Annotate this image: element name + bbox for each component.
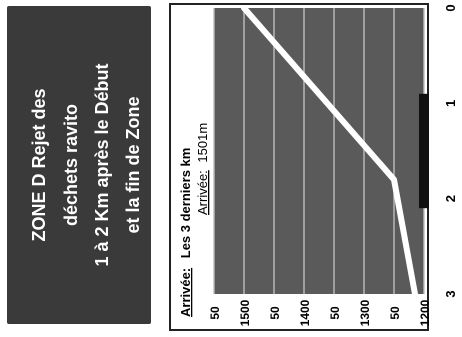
y-tick-label: 1200 bbox=[418, 299, 432, 326]
series-line bbox=[241, 5, 418, 297]
y-tick-label: 50 bbox=[328, 306, 342, 320]
zone-panel bbox=[7, 6, 151, 324]
plot-area bbox=[214, 8, 424, 294]
title-prefix: Arrivée: bbox=[178, 268, 193, 317]
title-text: Les 3 derniers km bbox=[178, 148, 193, 259]
y-tick-label: 50 bbox=[208, 306, 222, 320]
y-axis-ticks: 1200 50 1300 50 1400 50 1500 50 bbox=[208, 299, 432, 326]
x-tick-label: 1 bbox=[443, 100, 458, 107]
chart-title: Arrivée: Les 3 derniers km bbox=[178, 148, 193, 317]
y-tick-label: 1400 bbox=[298, 299, 312, 326]
x-tick-label: 0 bbox=[443, 4, 458, 11]
zone-line-3: 1 à 2 Km après le Début bbox=[92, 63, 112, 266]
zone-line-2: déchets ravito bbox=[61, 104, 81, 226]
x-axis-ticks: 0 1 2 3 bbox=[443, 4, 458, 297]
y-tick-label: 1500 bbox=[238, 299, 252, 326]
x-tick-label: 3 bbox=[443, 290, 458, 297]
subtitle-text: 1501m bbox=[195, 123, 210, 163]
chart-subtitle: Arrivée: 1501m bbox=[195, 123, 210, 215]
zone-panel-text: ZONE D Rejet des déchets ravito 1 à 2 Km… bbox=[29, 63, 143, 266]
y-tick-label: 1300 bbox=[358, 299, 372, 326]
highlight-bar bbox=[419, 93, 429, 209]
x-tick-label: 2 bbox=[443, 195, 458, 202]
zone-line-1: ZONE D Rejet des bbox=[29, 88, 49, 241]
y-tick-label: 50 bbox=[388, 306, 402, 320]
zone-line-4: et la fin de Zone bbox=[123, 96, 143, 233]
y-tick-label: 50 bbox=[268, 306, 282, 320]
chart-titles: Arrivée: Les 3 derniers km Arrivée: 1501… bbox=[178, 123, 210, 317]
subtitle-prefix: Arrivée: bbox=[195, 170, 210, 215]
